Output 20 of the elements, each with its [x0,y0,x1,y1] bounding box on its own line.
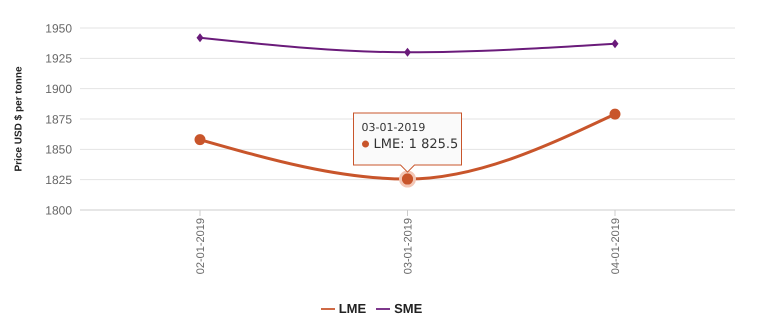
point [612,39,618,48]
y-tick-label: 1850 [45,142,72,157]
legend-label: LME [338,301,366,316]
y-tick-label: 1800 [45,203,72,218]
point [610,108,620,120]
y-tick-label: 1925 [45,52,72,66]
point [404,48,411,57]
y-tick-label: 1825 [45,172,72,187]
x-tick-label: 02-01-2019 [194,218,207,274]
annotation: LME: 1 825.5 [374,137,458,152]
x-tick-label: 03-01-2019 [402,218,414,274]
y-tick-label: 1900 [45,82,72,96]
y-axis-title: Price USD $ per tonne [14,66,25,172]
annotation: 03-01-2019 [362,121,426,134]
y-tick-label: 1950 [45,21,72,36]
x-tick-label: 04-01-2019 [610,218,622,274]
point [194,134,206,146]
y-tick-label: 1875 [45,112,72,126]
legend-label: SME [394,301,422,316]
point [196,33,204,42]
